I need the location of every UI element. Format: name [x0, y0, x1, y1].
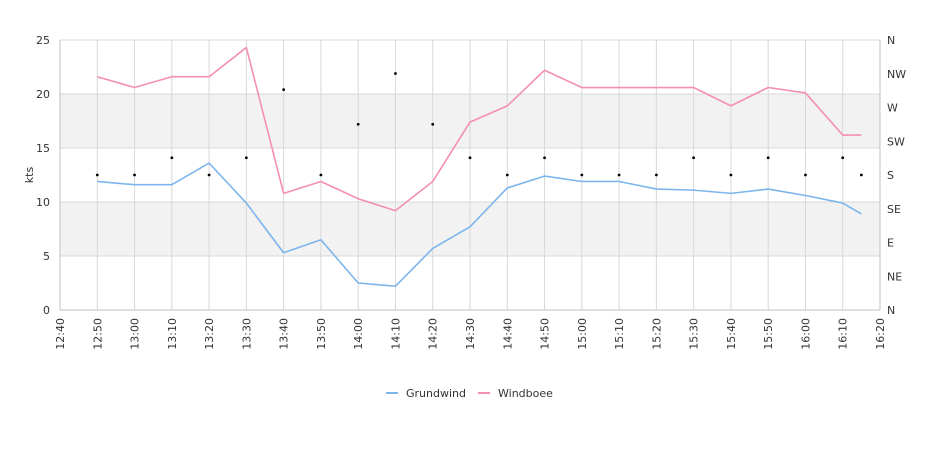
y-tick-label: 20: [36, 88, 50, 101]
x-tick-label: 13:00: [129, 318, 142, 350]
x-tick-label: 13:50: [315, 318, 328, 350]
x-tick-label: 12:50: [91, 318, 104, 350]
legend: Grundwind Windboee: [386, 387, 553, 400]
direction-marker: [766, 156, 770, 160]
series-line-grundwind: [97, 162, 862, 288]
right-tick-label: N: [887, 304, 895, 317]
y-axis-tick-labels: 0 5 10 15 20 25: [36, 34, 50, 317]
right-tick-label: NW: [887, 68, 906, 81]
direction-marker: [244, 156, 248, 160]
x-tick-label: 14:20: [427, 318, 440, 350]
legend-label: Grundwind: [406, 387, 466, 400]
y-tick-label: 5: [43, 250, 50, 263]
x-tick-label: 15:00: [576, 318, 589, 350]
right-tick-label: S: [887, 169, 894, 182]
direction-marker: [282, 88, 286, 92]
right-tick-label: N: [887, 34, 895, 47]
direction-marker: [95, 173, 99, 177]
x-tick-label: 14:40: [501, 318, 514, 350]
series-line-windboee: [97, 46, 862, 212]
x-tick-label: 15:20: [650, 318, 663, 350]
right-tick-label: W: [887, 102, 898, 115]
y-tick-label: 10: [36, 196, 50, 209]
y-tick-label: 25: [36, 34, 50, 47]
direction-marker: [692, 156, 696, 160]
legend-label: Windboee: [498, 387, 553, 400]
direction-marker: [133, 173, 136, 177]
direction-marker: [207, 173, 211, 177]
series-lines: [97, 46, 862, 288]
right-tick-label: SW: [887, 135, 905, 148]
direction-marker: [617, 173, 621, 177]
x-tick-label: 15:40: [725, 318, 738, 350]
y-tick-label: 15: [36, 142, 50, 155]
legend-item-windboee[interactable]: Windboee: [478, 387, 553, 400]
direction-marker: [859, 173, 863, 177]
x-tick-label: 13:40: [278, 318, 291, 350]
axes: [59, 40, 881, 311]
direction-marker: [505, 173, 509, 177]
direction-marker: [580, 173, 584, 177]
x-tick-label: 15:30: [688, 318, 701, 350]
x-axis-tick-labels: 12:40 12:50 13:00 13:10 13:20 13:30 13:40 13:50…: [54, 318, 887, 350]
x-tick-label: 16:20: [874, 318, 887, 350]
vertical-gridlines: [59, 40, 881, 310]
right-tick-label: E: [887, 237, 894, 250]
y-axis-title: kts: [23, 167, 36, 184]
direction-marker: [543, 156, 546, 160]
right-tick-label: SE: [887, 203, 901, 216]
x-tick-label: 13:30: [240, 318, 253, 350]
x-tick-label: 14:50: [539, 318, 552, 350]
direction-markers: [95, 72, 863, 177]
direction-marker: [431, 122, 435, 126]
direction-marker: [394, 72, 397, 75]
x-tick-label: 14:10: [389, 318, 402, 350]
x-tick-label: 14:30: [464, 318, 477, 350]
direction-marker: [804, 173, 807, 177]
legend-item-grundwind[interactable]: Grundwind: [386, 387, 466, 400]
direction-marker: [729, 173, 733, 177]
y-tick-label: 0: [43, 304, 50, 317]
x-tick-label: 16:00: [799, 318, 812, 350]
x-tick-label: 16:10: [837, 318, 850, 350]
x-tick-label: 13:20: [203, 318, 216, 350]
right-axis-tick-labels: N NE E SE S SW W NW N: [887, 34, 906, 317]
x-tick-label: 12:40: [54, 318, 67, 350]
direction-marker: [356, 122, 360, 126]
x-tick-label: 15:10: [613, 318, 626, 350]
x-tick-label: 14:00: [352, 318, 365, 350]
direction-marker: [468, 156, 472, 160]
direction-marker: [654, 173, 658, 177]
direction-marker: [319, 173, 323, 177]
x-tick-label: 13:10: [166, 318, 179, 350]
direction-marker: [170, 156, 174, 160]
direction-marker: [841, 156, 845, 160]
x-tick-label: 15:50: [762, 318, 775, 350]
right-tick-label: NE: [887, 270, 902, 283]
